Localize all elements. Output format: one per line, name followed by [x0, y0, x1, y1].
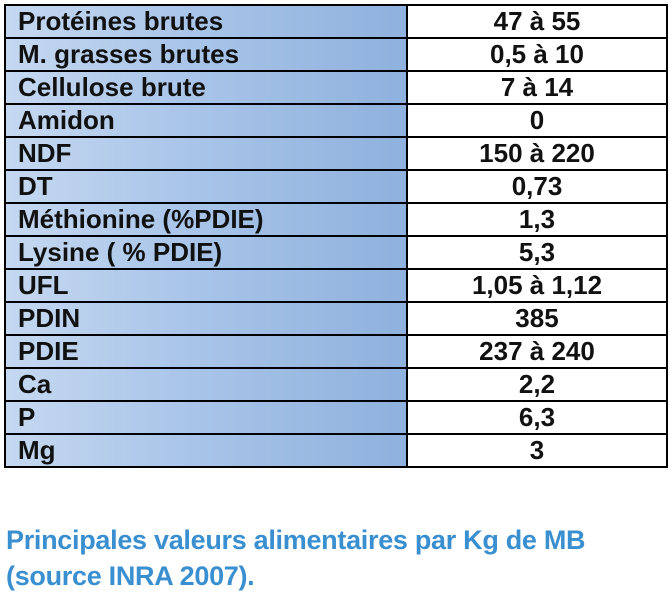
row-label: Protéines brutes — [4, 4, 408, 39]
table-row: UFL 1,05 à 1,12 — [4, 268, 668, 303]
row-value: 1,05 à 1,12 — [406, 268, 668, 303]
row-label: Ca — [4, 367, 408, 402]
row-value: 0,5 à 10 — [406, 37, 668, 72]
row-label: UFL — [4, 268, 408, 303]
row-label: Cellulose brute — [4, 70, 408, 105]
table-row: Amidon 0 — [4, 103, 668, 138]
caption-line-2: (source INRA 2007). — [6, 561, 255, 591]
row-label: PDIN — [4, 301, 408, 336]
row-label: Mg — [4, 433, 408, 468]
table-row: DT 0,73 — [4, 169, 668, 204]
table-row: Mg 3 — [4, 433, 668, 468]
row-value: 47 à 55 — [406, 4, 668, 39]
row-label: P — [4, 400, 408, 435]
table-row: Méthionine (%PDIE) 1,3 — [4, 202, 668, 237]
row-label: DT — [4, 169, 408, 204]
row-value: 3 — [406, 433, 668, 468]
row-label: Amidon — [4, 103, 408, 138]
table-row: Protéines brutes 47 à 55 — [4, 4, 668, 39]
table-row: PDIE 237 à 240 — [4, 334, 668, 369]
row-label: PDIE — [4, 334, 408, 369]
table-row: PDIN 385 — [4, 301, 668, 336]
row-value: 237 à 240 — [406, 334, 668, 369]
table-body: Protéines brutes 47 à 55 M. grasses brutes… — [4, 4, 668, 468]
row-value: 5,3 — [406, 235, 668, 270]
table-row: P 6,3 — [4, 400, 668, 435]
row-value: 6,3 — [406, 400, 668, 435]
table-caption: Principales valeurs alimentaires par Kg … — [6, 522, 666, 594]
row-value: 385 — [406, 301, 668, 336]
row-value: 150 à 220 — [406, 136, 668, 171]
nutrition-table-container: Protéines brutes 47 à 55 M. grasses brutes… — [4, 4, 668, 468]
row-label: Méthionine (%PDIE) — [4, 202, 408, 237]
table-row: NDF 150 à 220 — [4, 136, 668, 171]
row-value: 0,73 — [406, 169, 668, 204]
row-label: Lysine ( % PDIE) — [4, 235, 408, 270]
row-value: 2,2 — [406, 367, 668, 402]
caption-line-1: Principales valeurs alimentaires par Kg … — [6, 525, 586, 555]
row-value: 7 à 14 — [406, 70, 668, 105]
table-row: Ca 2,2 — [4, 367, 668, 402]
row-value: 0 — [406, 103, 668, 138]
row-value: 1,3 — [406, 202, 668, 237]
table-row: M. grasses brutes 0,5 à 10 — [4, 37, 668, 72]
table-row: Lysine ( % PDIE) 5,3 — [4, 235, 668, 270]
table-row: Cellulose brute 7 à 14 — [4, 70, 668, 105]
row-label: NDF — [4, 136, 408, 171]
row-label: M. grasses brutes — [4, 37, 408, 72]
nutrition-values-table: Protéines brutes 47 à 55 M. grasses brutes… — [4, 4, 668, 468]
